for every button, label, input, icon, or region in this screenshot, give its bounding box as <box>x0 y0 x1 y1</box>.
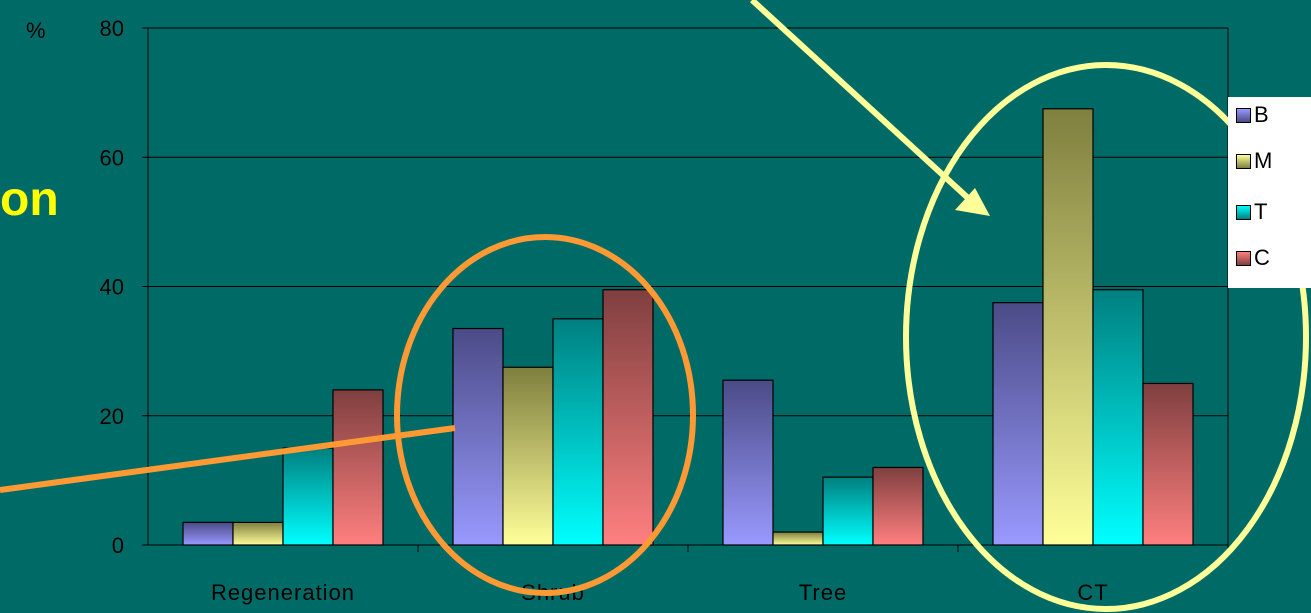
bar-m-tree <box>772 531 824 546</box>
bar-t-tree <box>822 476 874 546</box>
bars <box>182 108 1194 546</box>
y-tick-label: 80 <box>100 16 124 41</box>
y-tick-label: 20 <box>100 404 124 429</box>
y-tick-label: 40 <box>100 275 124 300</box>
bar-m-ct <box>1042 108 1094 546</box>
legend-label-c: C <box>1254 245 1270 270</box>
bar-b-regeneration <box>182 521 234 546</box>
bar-m-shrub <box>502 366 554 546</box>
y-axis-unit: % <box>26 18 46 43</box>
x-tick-label: Regeneration <box>211 580 355 605</box>
x-tick-label: CT <box>1077 580 1108 605</box>
yellow-arrow-head-icon <box>955 188 990 216</box>
yellow-arrow-shaft <box>749 0 971 201</box>
orange-pointer-line <box>0 425 456 493</box>
legend: B M T C <box>1228 97 1311 288</box>
bar-b-tree <box>722 379 774 546</box>
bar-c-regeneration <box>332 389 384 546</box>
legend-swatch-t <box>1236 204 1251 220</box>
orange-highlight-ellipse <box>394 234 696 596</box>
y-tick-label: 60 <box>100 145 124 170</box>
bar-m-regeneration <box>232 521 284 546</box>
legend-label-m: M <box>1254 148 1273 173</box>
y-tick-label: 0 <box>112 533 124 558</box>
bar-t-ct <box>1092 289 1144 546</box>
legend-swatch-c <box>1236 250 1251 266</box>
legend-label-b: B <box>1254 102 1269 127</box>
legend-swatch-m <box>1236 153 1251 169</box>
legend-item-b: B <box>1236 100 1269 130</box>
bar-b-ct <box>992 302 1044 546</box>
bar-t-shrub <box>552 318 604 546</box>
legend-item-t: T <box>1236 197 1267 227</box>
partial-title: on <box>0 173 59 226</box>
bar-t-regeneration <box>282 447 334 546</box>
bar-c-shrub <box>602 289 654 546</box>
legend-item-c: C <box>1236 243 1270 273</box>
yellow-highlight-ellipse <box>903 62 1309 612</box>
legend-label-t: T <box>1254 199 1268 224</box>
bar-c-tree <box>872 466 924 546</box>
legend-item-m: M <box>1236 146 1272 176</box>
x-tick-label: Tree <box>799 580 847 605</box>
legend-swatch-b <box>1236 107 1251 123</box>
bar-c-ct <box>1142 382 1194 546</box>
bar-b-shrub <box>452 327 504 546</box>
